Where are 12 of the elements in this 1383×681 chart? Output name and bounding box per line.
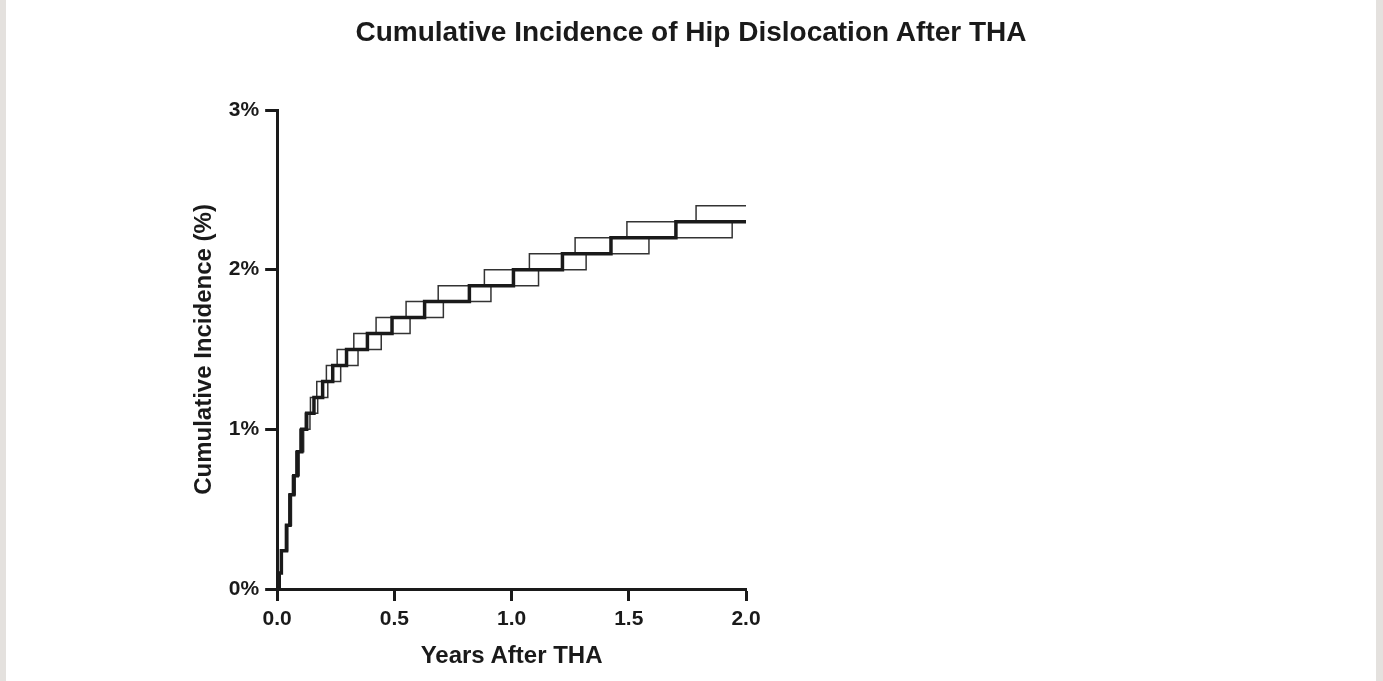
y-tick-label: 3% [228,96,260,120]
chart-title: Cumulative Incidence of Hip Dislocation After THA [354,16,1028,48]
y-axis-title: Cumulative Incidence (%) [189,204,217,495]
x-tick-label: 2.0 [731,606,761,630]
x-tick-label: 1.5 [614,606,644,630]
x-tick-label: 0.0 [262,606,292,630]
y-tick-label: 2% [228,256,260,280]
x-axis-title: Years After THA [420,641,603,669]
x-tick-label: 0.5 [379,606,410,630]
y-tick-label: 0% [228,575,260,599]
y-tick-label: 1% [228,416,260,440]
x-tick-label: 1.0 [496,606,527,630]
